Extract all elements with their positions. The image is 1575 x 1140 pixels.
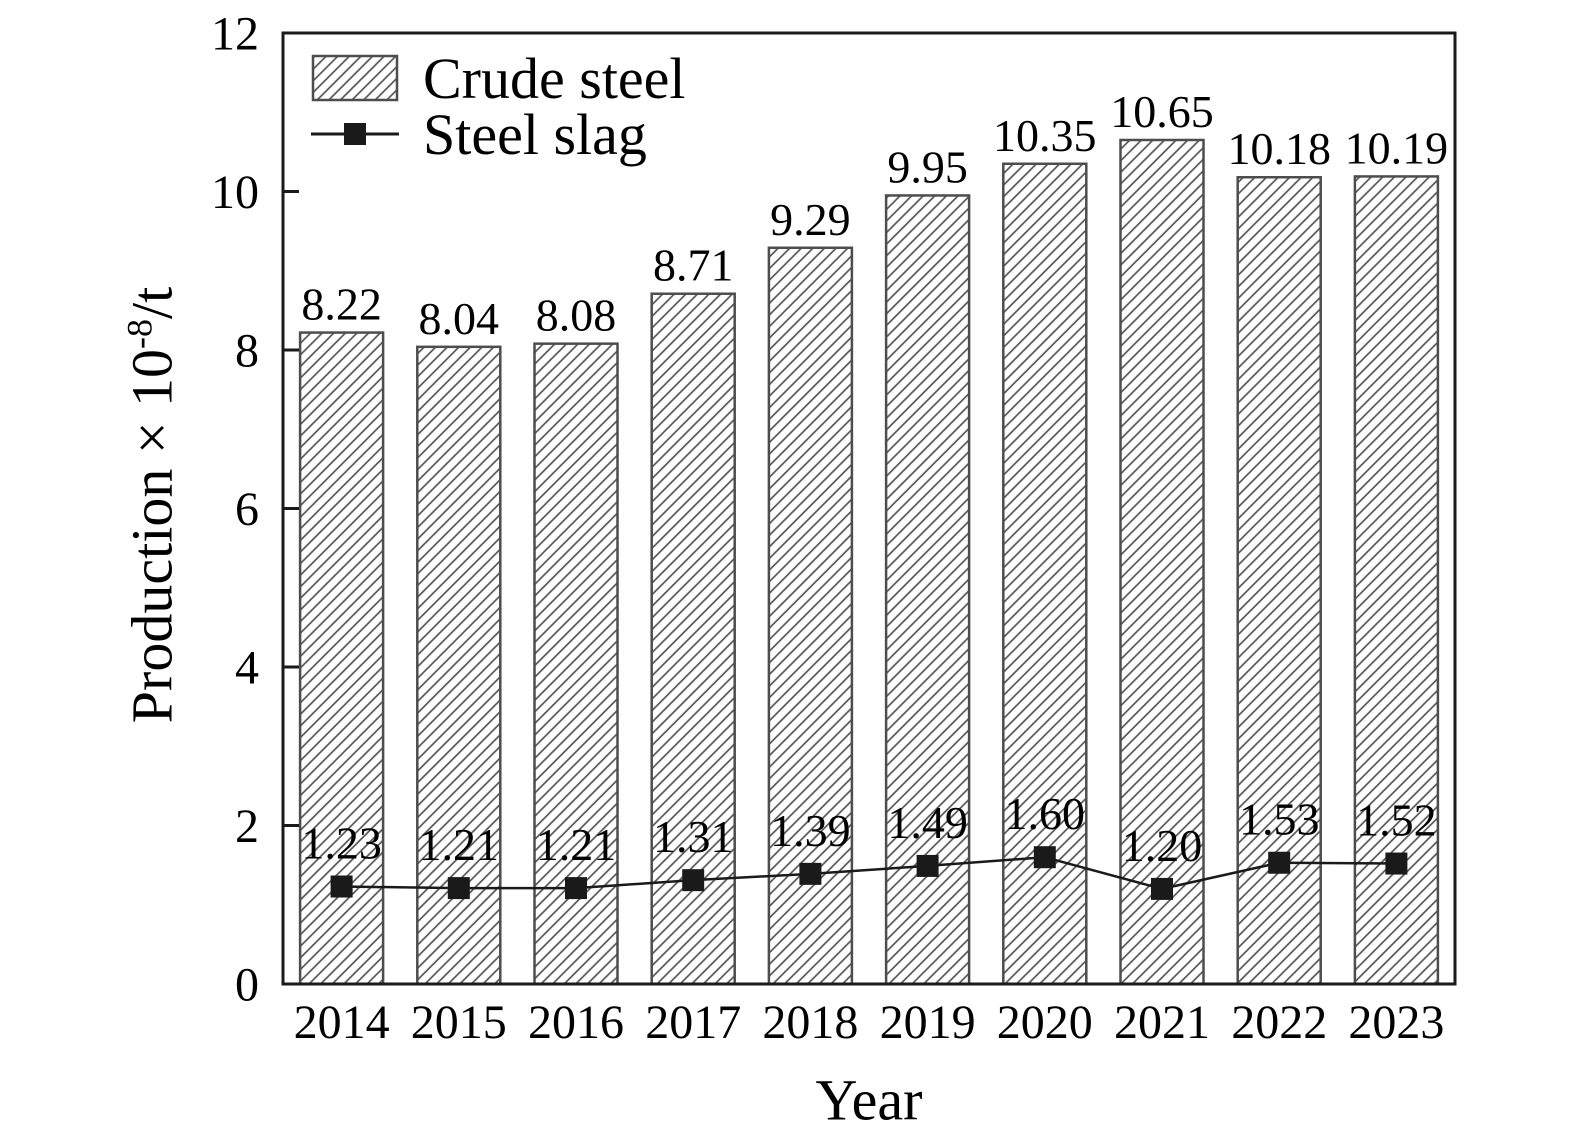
legend-label-crude-steel: Crude steel [423,45,686,111]
bar-value-label-2015: 8.04 [419,293,500,344]
bar-value-label-2018: 9.29 [770,194,851,245]
x-axis-title: Year [815,1067,923,1133]
slag-marker-2020 [1033,846,1056,869]
x-tick-label-2023: 2023 [1348,996,1444,1049]
slag-value-label-2023: 1.52 [1356,795,1437,846]
plot-layers: 0 2 4 6 8 10 12 2014 2015 2016 2017 2018 2019 2020 202… [211,7,1457,1049]
bar-2017 [650,292,736,986]
bar-2019 [884,194,971,986]
bar-value-label-2016: 8.08 [536,290,617,341]
x-tick-label-2019: 2019 [880,996,976,1049]
crude-steel-hatch-swatch [311,54,399,102]
bar-value-label-2022: 10.18 [1227,123,1331,174]
slag-value-label-2019: 1.49 [887,797,968,848]
bar-2021 [1119,138,1205,986]
slag-marker-2018 [799,862,822,885]
bar-value-label-2019: 9.95 [887,141,968,192]
slag-value-label-2015: 1.21 [419,819,500,870]
slag-marker-2017 [682,869,705,892]
y-axis-title-exponent: -8 [119,319,160,349]
slag-marker-2022 [1268,851,1291,874]
legend-square-marker [344,123,366,145]
y-tick-label-6: 6 [235,483,259,536]
legend: Crude steel Steel slag [311,46,686,167]
bar-value-label-2021: 10.65 [1110,86,1214,137]
slag-value-label-2022: 1.53 [1239,794,1320,845]
y-tick-label-0: 0 [235,958,259,1011]
x-tick-label-2022: 2022 [1231,996,1327,1049]
slag-marker-2014 [330,875,353,898]
steel-slag-line [341,855,1397,891]
y-tick-label-2: 2 [235,800,259,853]
y-tick-label-8: 8 [235,324,259,377]
y-axis-title: Production × 10-8/t [118,287,185,723]
slag-marker-2019 [916,854,939,877]
bar-value-label-2023: 10.19 [1345,122,1449,173]
legend-item-crude-steel: Crude steel [311,46,686,111]
steel-slag-line-swatch [311,123,399,145]
x-tick-label-2018: 2018 [762,996,858,1049]
bar-2016 [533,342,619,986]
slag-value-label-2016: 1.21 [536,819,617,870]
y-axis-title-prefix: Production × 10 [119,348,185,724]
legend-item-steel-slag: Steel slag [311,102,686,167]
x-tick-label-2016: 2016 [528,996,624,1049]
y-axis-title-suffix: /t [119,286,185,320]
x-tick-label-2015: 2015 [411,996,507,1049]
x-tick-label-2014: 2014 [294,996,390,1049]
bar-2023 [1353,175,1440,986]
slag-value-label-2020: 1.60 [1005,788,1086,839]
slag-marker-2015 [447,877,470,900]
x-tick-label-2020: 2020 [997,996,1093,1049]
slag-value-label-2017: 1.31 [653,811,734,862]
slag-marker-2021 [1151,877,1173,900]
slag-marker-2023 [1385,852,1408,875]
bar-2014 [298,331,385,986]
slag-value-label-2018: 1.39 [770,805,851,856]
y-tick-label-12: 12 [211,7,259,60]
slag-marker-2016 [565,877,587,900]
x-tick-label-2021: 2021 [1114,996,1210,1049]
y-tick-label-10: 10 [211,166,259,219]
legend-label-steel-slag: Steel slag [423,101,647,167]
bar-value-label-2014: 8.22 [301,279,382,330]
x-tick-label-2017: 2017 [645,996,741,1049]
legend-hatch-rect [311,54,399,102]
bar-value-label-2020: 10.35 [993,110,1097,161]
slag-value-label-2021: 1.20 [1122,820,1203,871]
bar-value-label-2017: 8.71 [653,240,734,291]
slag-value-label-2014: 1.23 [301,818,382,869]
y-tick-label-4: 4 [235,641,259,694]
